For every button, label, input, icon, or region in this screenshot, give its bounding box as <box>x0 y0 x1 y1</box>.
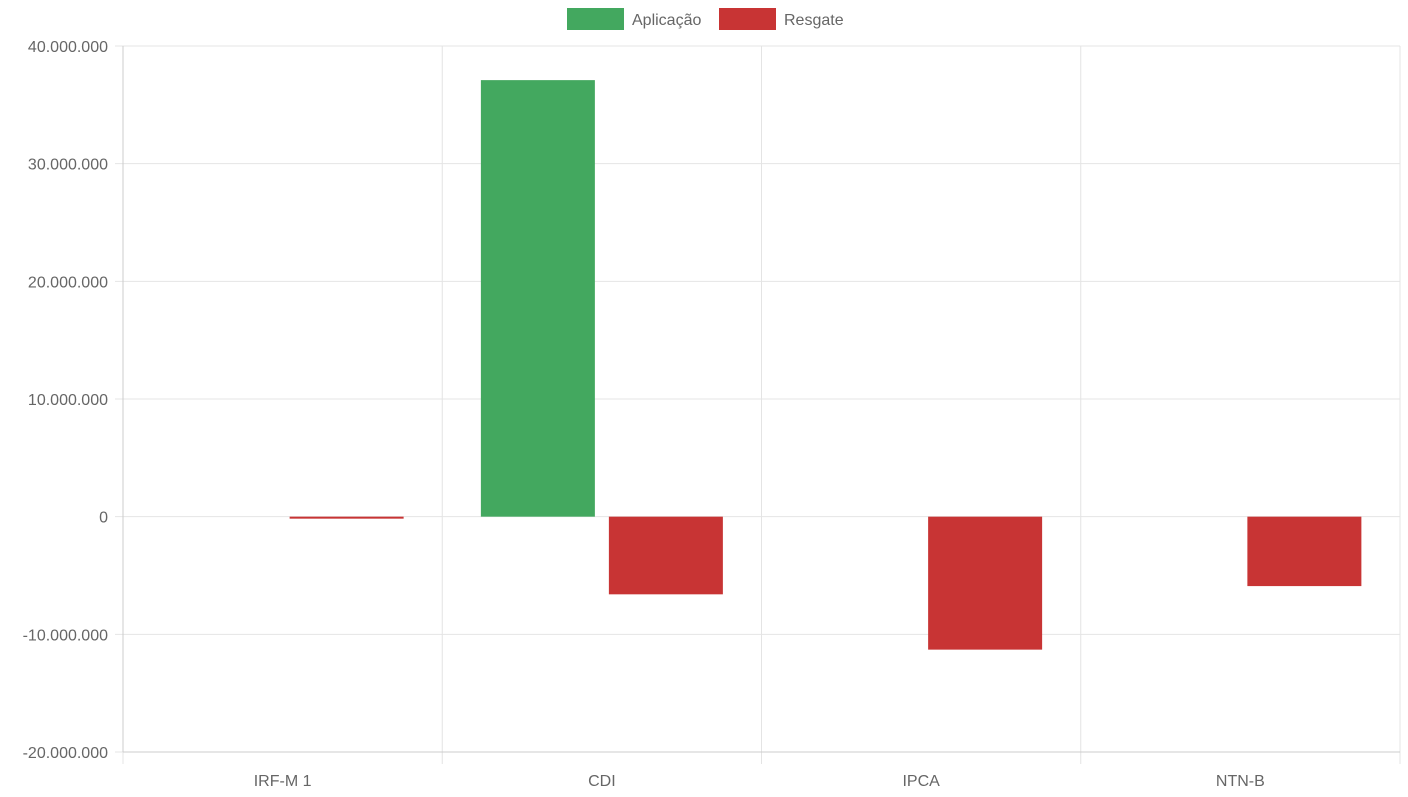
x-tick-label: NTN-B <box>1216 773 1265 790</box>
bar-resgate-ntnb[interactable] <box>1247 516 1362 587</box>
y-tick-label: -10.000.000 <box>23 627 109 644</box>
legend: Aplicação Resgate <box>567 8 844 30</box>
bar-resgate-irfm1[interactable] <box>289 516 404 519</box>
y-tick-label: 10.000.000 <box>28 392 108 409</box>
legend-label-aplicacao: Aplicação <box>632 12 701 29</box>
axes: 40.000.000 30.000.000 20.000.000 10.000.000… <box>23 39 1400 790</box>
grid-lines <box>115 45 1401 764</box>
legend-label-resgate: Resgate <box>784 12 844 29</box>
bar-resgate-ipca[interactable] <box>928 516 1043 650</box>
bar-resgate-cdi[interactable] <box>608 516 723 595</box>
bars <box>289 80 1362 650</box>
legend-swatch-resgate <box>719 8 776 30</box>
y-tick-label: 0 <box>99 510 108 527</box>
y-tick-label: -20.000.000 <box>23 745 109 762</box>
x-tick-label: IRF-M 1 <box>254 773 312 790</box>
x-tick-label: IPCA <box>902 773 940 790</box>
y-tick-label: 30.000.000 <box>28 157 108 174</box>
y-tick-label: 20.000.000 <box>28 274 108 291</box>
x-tick-label: CDI <box>588 773 616 790</box>
y-tick-label: 40.000.000 <box>28 39 108 56</box>
legend-item-resgate[interactable]: Resgate <box>719 8 844 30</box>
legend-swatch-aplicacao <box>567 8 624 30</box>
legend-item-aplicacao[interactable]: Aplicação <box>567 8 701 30</box>
bar-aplicao-cdi[interactable] <box>480 80 595 517</box>
